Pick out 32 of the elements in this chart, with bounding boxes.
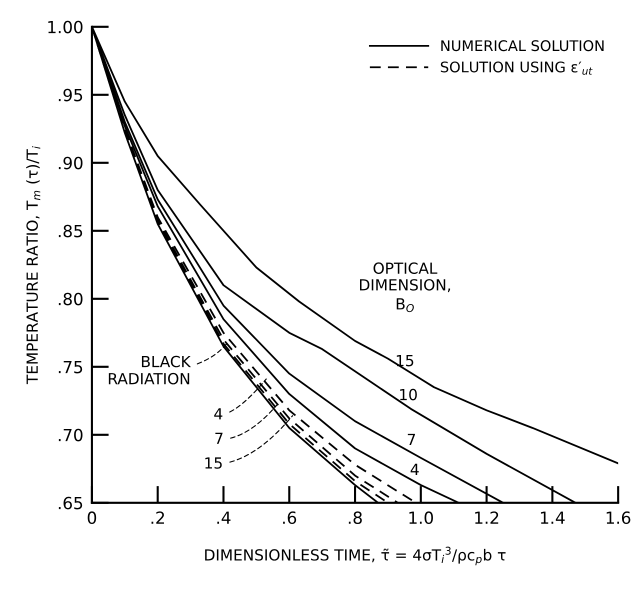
y-tick-label: .85 <box>58 224 82 238</box>
x-axis-title: DIMENSIONLESS TIME, τ̃ = 4σT$_{i}$$^{3}$/ρc$_{p}$b τ <box>205 546 506 566</box>
annotation: 7 <box>408 434 416 446</box>
y-tick-label: .65 <box>58 496 82 510</box>
x-tick-label: 1.0 <box>409 511 433 524</box>
x-tick-label: 0 <box>88 511 96 524</box>
y-tick-label: .75 <box>58 360 82 374</box>
annotation: 10 <box>400 388 417 400</box>
annotation: B$_{O}$ <box>396 298 414 312</box>
x-tick-label: 1.4 <box>540 512 565 524</box>
y-tick-label: .90 <box>58 156 82 170</box>
x-tick-label: .2 <box>152 511 164 524</box>
x-tick-label: 1.6 <box>606 511 630 524</box>
x-tick-label: .8 <box>348 511 362 524</box>
annotation: DIMENSION, <box>360 279 450 292</box>
y-tick-label: 1.00 <box>48 20 82 34</box>
x-tick-label: 1.2 <box>475 511 498 524</box>
legend-label: SOLUTION USING ε′$_{ut}$ <box>440 61 593 75</box>
annotation: BLACK RADIATION <box>108 356 191 384</box>
legend-label: NUMERICAL SOLUTION <box>441 40 604 52</box>
annotation: 4 <box>410 464 419 475</box>
y-tick-label: .80 <box>58 292 82 306</box>
y-tick-label: .70 <box>58 428 82 442</box>
annotation: 15 <box>396 355 414 366</box>
annotation: 15 <box>205 457 222 469</box>
y-tick-label: .95 <box>58 88 82 102</box>
y-axis-title: TEMPERATURE RATIO, T$_{m}$ (τ)/T$_{i}$ <box>26 146 40 384</box>
annotation: 7 <box>215 432 223 444</box>
annotation: OPTICAL <box>374 262 438 274</box>
x-tick-label: .4 <box>217 512 230 524</box>
x-tick-label: .6 <box>283 511 296 524</box>
annotation: 4 <box>214 408 222 420</box>
